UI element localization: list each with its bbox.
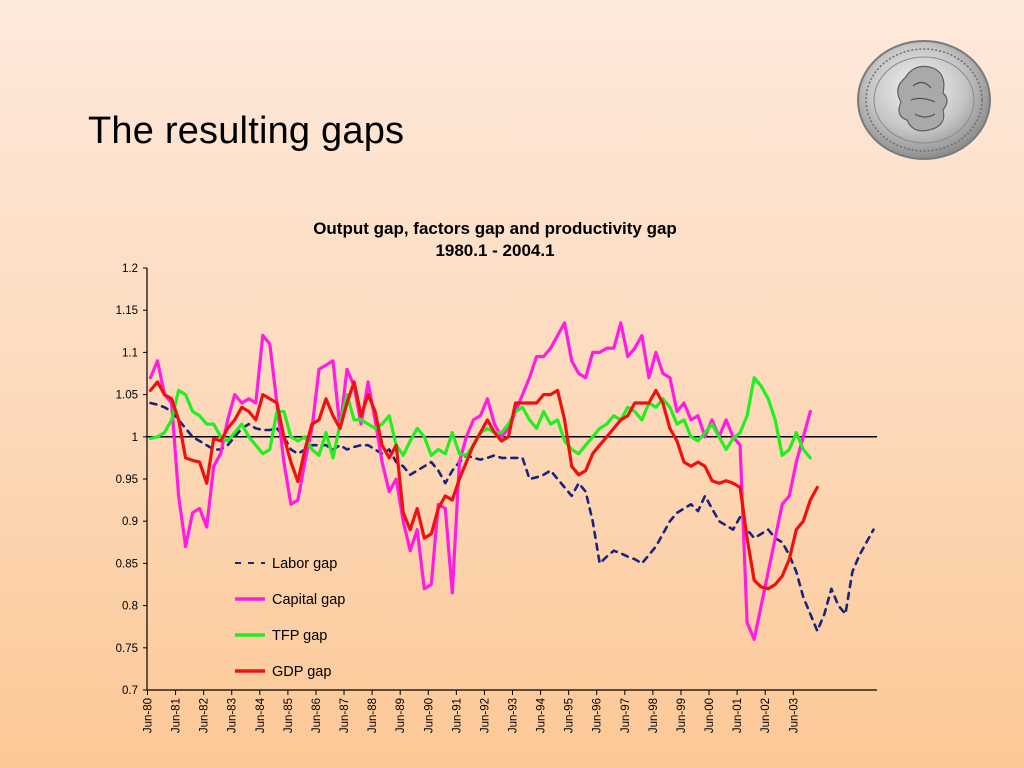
x-tick-label: Jun-92 (479, 698, 491, 733)
chart-subtitle: 1980.1 - 2004.1 (435, 241, 555, 260)
y-tick-label: 0.9 (122, 516, 138, 528)
x-tick-label: Jun-82 (199, 698, 211, 733)
coin-seal-icon (857, 40, 991, 160)
x-tick-label: Jun-80 (143, 698, 155, 733)
x-tick-label: Jun-89 (395, 698, 407, 733)
y-tick-label: 1.15 (116, 305, 138, 317)
x-tick-label: Jun-93 (508, 698, 520, 733)
x-tick-label: Jun-01 (732, 698, 744, 733)
x-tick-label: Jun-03 (788, 698, 800, 733)
x-tick-label: Jun-87 (339, 698, 351, 733)
series-line (148, 376, 812, 460)
x-tick-label: Jun-02 (760, 698, 772, 733)
x-tick-label: Jun-00 (704, 698, 716, 733)
x-tick-label: Jun-91 (451, 698, 463, 733)
legend-label: Capital gap (272, 592, 345, 608)
chart-title-block: Output gap, factors gap and productivity… (248, 218, 742, 262)
x-tick-label: Jun-98 (648, 698, 660, 733)
x-tick-label: Jun-96 (592, 698, 604, 733)
series-line (148, 380, 819, 591)
x-tick-label: Jun-95 (564, 698, 576, 733)
legend-label: GDP gap (272, 664, 331, 680)
x-tick-label: Jun-97 (620, 698, 632, 733)
x-tick-label: Jun-99 (676, 698, 688, 733)
x-tick-label: Jun-83 (227, 698, 239, 733)
legend-label: Labor gap (272, 556, 337, 572)
x-tick-label: Jun-85 (283, 698, 295, 733)
y-tick-label: 0.75 (116, 643, 138, 655)
y-tick-label: 1.2 (122, 263, 138, 275)
x-tick-label: Jun-86 (311, 698, 323, 733)
x-tick-label: Jun-90 (423, 698, 435, 733)
x-tick-label: Jun-84 (255, 697, 267, 733)
chart-title: Output gap, factors gap and productivity… (313, 219, 677, 238)
y-tick-label: 0.7 (122, 685, 138, 697)
y-tick-label: 0.95 (116, 474, 138, 486)
x-tick-label: Jun-88 (367, 698, 379, 733)
y-tick-label: 1 (132, 432, 138, 444)
y-tick-label: 0.8 (122, 601, 138, 613)
x-tick-label: Jun-94 (536, 697, 548, 733)
y-tick-label: 1.1 (122, 347, 138, 359)
series-line (148, 321, 812, 642)
y-tick-label: 1.05 (116, 390, 138, 402)
slide-title: The resulting gaps (88, 110, 405, 152)
legend-label: TFP gap (272, 628, 327, 644)
y-tick-label: 0.85 (116, 558, 138, 570)
series-line (149, 401, 875, 633)
x-tick-label: Jun-81 (171, 698, 183, 733)
